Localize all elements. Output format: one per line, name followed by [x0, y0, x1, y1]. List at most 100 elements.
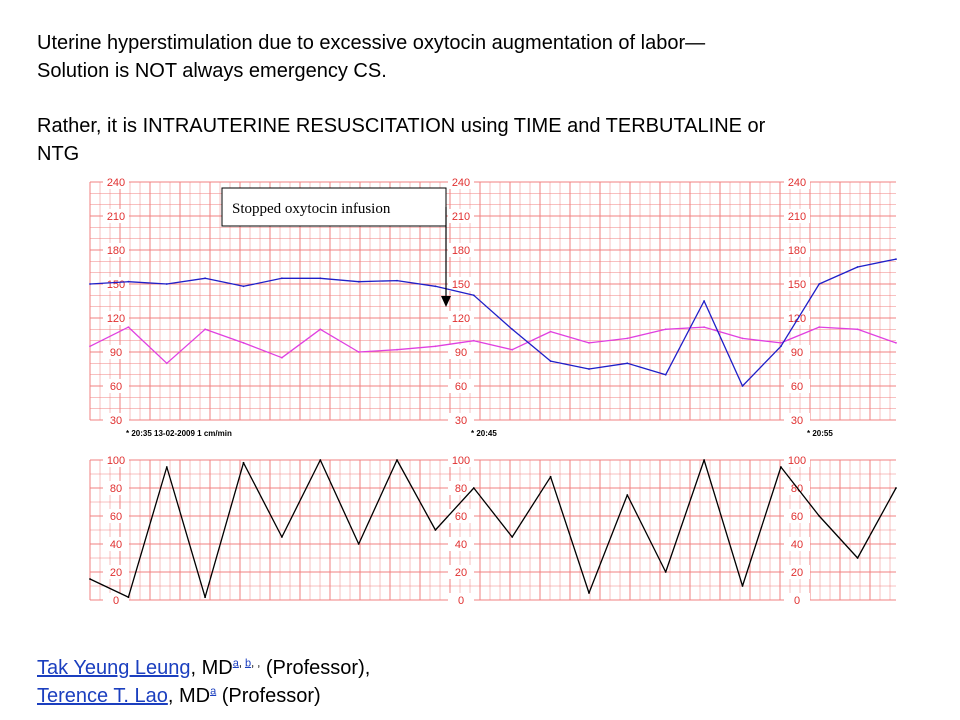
uterine-contraction-trace-point — [396, 459, 398, 461]
fhr-tick-label: 240 — [452, 177, 470, 189]
fetal-heart-rate-trace-point — [780, 345, 782, 348]
sup-separator: , — [238, 657, 245, 670]
tick-label-bg — [103, 453, 129, 467]
fetal-heart-rate-trace-point — [165, 283, 168, 285]
affiliation-sup: a — [210, 685, 216, 697]
fhr-tick-label: 180 — [452, 245, 470, 257]
maternal-heart-rate-trace-point — [242, 342, 245, 344]
uterine-contraction-trace-point — [472, 487, 475, 489]
author-degree: , MD — [167, 685, 211, 707]
annotation-text: Stopped oxytocin infusion — [232, 201, 391, 217]
maternal-heart-rate-trace-point — [549, 330, 552, 333]
maternal-heart-rate-trace-point — [434, 345, 437, 348]
fetal-heart-rate-trace-point — [357, 280, 360, 283]
fhr-tick-label: 210 — [452, 211, 470, 223]
fetal-heart-rate-trace-point — [741, 385, 744, 387]
fetal-heart-rate-trace-point — [588, 368, 590, 370]
fetal-heart-rate-trace-point — [204, 277, 207, 280]
tick-label-bg — [103, 345, 129, 359]
uterine-contraction-trace-point — [549, 475, 552, 478]
fhr-tick-label: 60 — [791, 381, 803, 393]
heading-line-4: NTG — [37, 143, 80, 165]
fhr-tick-label: 150 — [788, 279, 806, 291]
tick-label-bg — [784, 413, 810, 427]
fhr-tick-label: 180 — [107, 245, 125, 257]
maternal-heart-rate-trace-point — [664, 328, 667, 331]
author-line-1: Tak Yeung Leung, MDa, b, , (Professor), — [37, 654, 370, 682]
fhr-tick-label: 150 — [452, 279, 470, 291]
grid-layer — [89, 181, 896, 601]
annotation-layer: Stopped oxytocin infusion — [221, 187, 451, 307]
fhr-tick-label: 60 — [455, 381, 467, 393]
tick-label-bg — [448, 175, 474, 189]
maternal-heart-rate-trace-point — [319, 328, 322, 331]
tick-label-bg — [103, 509, 129, 523]
uterine-contraction-trace-point — [281, 536, 283, 538]
time-label: * 20:55 — [807, 429, 833, 438]
fetal-heart-rate-trace-point — [319, 277, 322, 280]
uc-tick-label: 80 — [455, 483, 467, 495]
maternal-heart-rate-trace-point — [204, 328, 207, 331]
fhr-tick-label: 60 — [110, 381, 122, 393]
fetal-heart-rate-trace-point — [472, 294, 475, 297]
affiliation-link-a[interactable]: a — [210, 685, 217, 698]
fhr-tick-label: 150 — [107, 279, 125, 291]
author-role: (Professor) — [216, 685, 321, 707]
fhr-tick-label: 180 — [788, 245, 806, 257]
author-credits: Tak Yeung Leung , MD a, b, , (Professor) , … — [37, 654, 370, 710]
uterine-contraction-trace-point — [703, 459, 705, 461]
uc-tick-label: 60 — [110, 511, 122, 523]
heading-line-1: Uterine hyperstimulation due to excessiv… — [37, 32, 706, 54]
uterine-contraction-trace-point — [818, 515, 821, 517]
affiliation-link-b[interactable]: b — [244, 657, 252, 670]
tick-label-bg — [103, 413, 129, 427]
uterine-contraction-trace-point — [511, 536, 514, 538]
affiliation-link-a[interactable]: a — [232, 657, 239, 670]
fhr-tick-label: 210 — [107, 211, 125, 223]
maternal-heart-rate-trace-point — [127, 326, 130, 328]
sup-separator: , , — [251, 657, 261, 670]
uc-tick-label: 40 — [791, 539, 803, 551]
tick-label-bg — [103, 209, 129, 223]
author-link-leung[interactable]: Tak Yeung Leung — [37, 657, 191, 679]
fetal-heart-rate-trace-point — [895, 258, 897, 260]
author-link-lao[interactable]: Terence T. Lao — [37, 685, 168, 707]
tick-label-bg — [784, 537, 810, 551]
fetal-heart-rate-trace-point — [242, 285, 245, 288]
heading-line-2: Solution is NOT always emergency CS. — [37, 60, 387, 82]
fetal-heart-rate-trace-point — [89, 283, 91, 285]
maternal-heart-rate-trace-point — [818, 326, 821, 328]
fhr-tick-label: 240 — [107, 177, 125, 189]
maternal-heart-rate-trace-point — [357, 351, 360, 353]
fetal-heart-rate-trace-point — [281, 277, 283, 280]
fhr-tick-label: 90 — [791, 347, 803, 359]
tick-label-bg — [448, 311, 474, 325]
time-label: * 20:45 — [471, 429, 497, 438]
fetal-heart-rate-trace-point — [856, 266, 859, 268]
tick-label-bg — [103, 311, 129, 325]
tick-label-bg — [103, 537, 129, 551]
uc-tick-label: 40 — [455, 539, 467, 551]
tick-label-bg — [448, 453, 474, 467]
fhr-tick-label: 30 — [110, 415, 122, 427]
tick-label-bg — [448, 379, 474, 393]
uterine-contraction-trace-point — [588, 592, 590, 594]
tick-label-bg — [448, 345, 474, 359]
heading-line-3: Rather, it is INTRAUTERINE RESUSCITATION… — [37, 115, 766, 137]
fetal-heart-rate-trace-point — [127, 280, 130, 283]
uc-tick-label: 20 — [791, 567, 803, 579]
uterine-contraction-trace-point — [357, 543, 360, 545]
maternal-heart-rate-trace-point — [626, 337, 629, 340]
tick-label-bg — [784, 311, 810, 325]
fetal-heart-rate-trace-point — [396, 279, 398, 282]
uc-tick-label: 0 — [458, 595, 464, 607]
tick-label-bg — [103, 243, 129, 257]
maternal-heart-rate-trace-point — [89, 345, 91, 348]
uc-tick-label: 60 — [791, 511, 803, 523]
uterine-contraction-trace-point — [895, 487, 897, 489]
fetal-heart-rate-trace-point — [664, 373, 667, 376]
tick-label-bg — [103, 481, 129, 495]
uterine-contraction-trace-point — [626, 494, 629, 496]
affiliation-sup: a, b, , — [233, 657, 261, 669]
fhr-tick-label: 240 — [788, 177, 806, 189]
